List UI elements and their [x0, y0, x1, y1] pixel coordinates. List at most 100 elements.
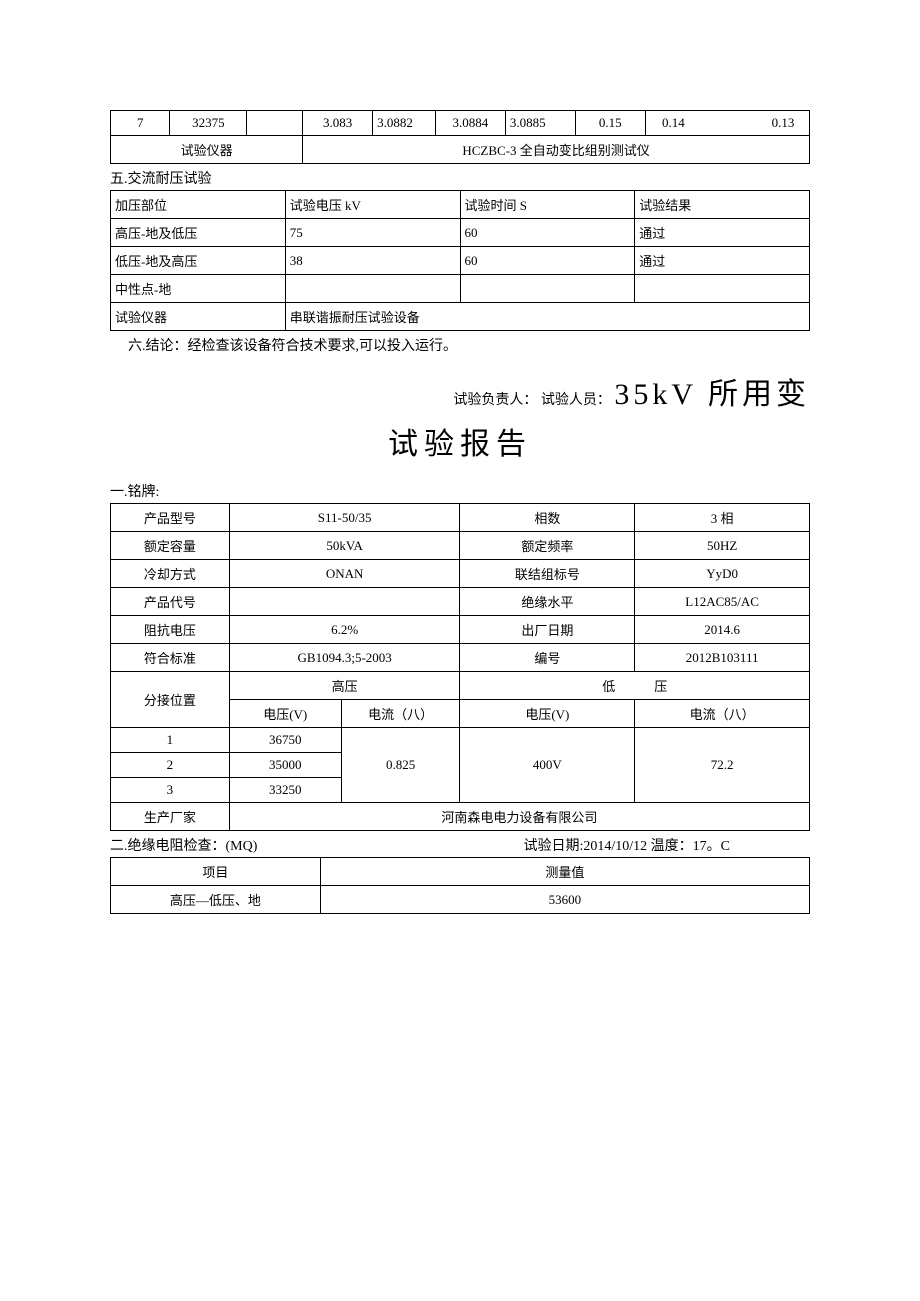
insulation-left: 二.绝缘电阻检查：(MQ) — [110, 835, 257, 855]
hdr: 加压部位 — [111, 191, 286, 219]
withstand-header: 加压部位 试验电压 kV 试验时间 S 试验结果 — [111, 191, 810, 219]
cell: 冷却方式 — [111, 560, 230, 588]
insul-header-row: 项目 测量值 — [111, 858, 810, 886]
cell: 符合标准 — [111, 644, 230, 672]
cell: L12AC85/AC — [635, 588, 810, 616]
np-row-2: 额定容量 50kVA 额定频率 50HZ — [111, 532, 810, 560]
ratio-row-7: 7 32375 3.083 3.0882 3.0884 3.0885 0.15 … — [111, 111, 810, 136]
np-row-5: 阻抗电压 6.2% 出厂日期 2014.6 — [111, 616, 810, 644]
cell: GB1094.3;5-2003 — [229, 644, 460, 672]
mfr-label: 生产厂家 — [111, 803, 230, 831]
hdr: 测量值 — [320, 858, 809, 886]
cell: 出厂日期 — [460, 616, 635, 644]
cell: 3 相 — [635, 504, 810, 532]
cell: 33250 — [229, 778, 341, 803]
withstand-table: 加压部位 试验电压 kV 试验时间 S 试验结果 高压-地及低压 75 60 通… — [110, 190, 810, 331]
report-title-part1: 35kV 所用变 — [614, 378, 810, 411]
cell: 通过 — [635, 219, 810, 247]
report-title-part2: 试验报告 — [110, 419, 810, 463]
np-row-4: 产品代号 绝缘水平 L12AC85/AC — [111, 588, 810, 616]
cell: 60 — [460, 247, 635, 275]
instrument-value: HCZBC-3 全自动变比组别测试仪 — [303, 136, 810, 164]
cell: 2 — [111, 753, 230, 778]
hdr: 试验电压 kV — [285, 191, 460, 219]
instrument-value: 串联谐振耐压试验设备 — [285, 303, 809, 331]
cell: 0.14 — [645, 111, 701, 136]
cell: 阻抗电压 — [111, 616, 230, 644]
section-6-conclusion: 六.结论：经检查该设备符合技术要求,可以投入运行。 — [128, 335, 810, 355]
cell: 32375 — [170, 111, 247, 136]
cell — [635, 275, 810, 303]
mfr-value: 河南森电电力设备有限公司 — [229, 803, 809, 831]
insulation-right: 试验日期:2014/10/12 温度：17。C — [523, 835, 810, 855]
withstand-table-wrap: 加压部位 试验电压 kV 试验时间 S 试验结果 高压-地及低压 75 60 通… — [110, 190, 810, 331]
hv-cur-label: 电流（八） — [341, 700, 460, 728]
ratio-instrument-row: 试验仪器 HCZBC-3 全自动变比组别测试仪 — [111, 136, 810, 164]
cell: 7 — [111, 111, 170, 136]
cell: 2012B103111 — [635, 644, 810, 672]
cell: 高压—低压、地 — [111, 886, 321, 914]
cell: 中性点-地 — [111, 275, 286, 303]
lv-volt-label: 电压(V) — [460, 700, 635, 728]
cell: ONAN — [229, 560, 460, 588]
test-leader-label: 试验负责人： — [453, 393, 537, 408]
instrument-label: 试验仪器 — [111, 136, 303, 164]
cell: 75 — [285, 219, 460, 247]
test-person-label: 试验人员： — [541, 393, 611, 408]
cell: 联结组标号 — [460, 560, 635, 588]
cell — [285, 275, 460, 303]
cell: 编号 — [460, 644, 635, 672]
cell: 38 — [285, 247, 460, 275]
cell: 50HZ — [635, 532, 810, 560]
np-row-3: 冷却方式 ONAN 联结组标号 YyD0 — [111, 560, 810, 588]
lv-current: 72.2 — [635, 728, 810, 803]
cell: 相数 — [460, 504, 635, 532]
cell: 1 — [111, 728, 230, 753]
signature-title-line: 试验负责人： 试验人员： 35kV 所用变 — [110, 369, 810, 413]
insulation-table: 项目 测量值 高压—低压、地 53600 — [110, 857, 810, 914]
np-mfr-row: 生产厂家 河南森电电力设备有限公司 — [111, 803, 810, 831]
insulation-table-wrap: 项目 测量值 高压—低压、地 53600 — [110, 857, 810, 914]
instrument-label: 试验仪器 — [111, 303, 286, 331]
cell: 3.0884 — [435, 111, 505, 136]
withstand-row-2: 低压-地及高压 38 60 通过 — [111, 247, 810, 275]
nameplate-title: 一.铭牌: — [110, 481, 810, 501]
cell — [229, 588, 460, 616]
lv-label: 低 压 — [460, 672, 810, 700]
cell: 2014.6 — [635, 616, 810, 644]
cell: 3 — [111, 778, 230, 803]
nameplate-table: 产品型号 S11-50/35 相数 3 相 额定容量 50kVA 额定频率 50… — [110, 503, 810, 831]
cell: 50kVA — [229, 532, 460, 560]
cell — [701, 111, 757, 136]
cell: 3.083 — [303, 111, 373, 136]
hdr: 试验时间 S — [460, 191, 635, 219]
cell: 高压-地及低压 — [111, 219, 286, 247]
cell: 0.15 — [575, 111, 645, 136]
np-tap-header-1: 分接位置 高压 低 压 — [111, 672, 810, 700]
withstand-row-3: 中性点-地 — [111, 275, 810, 303]
cell: 低压-地及高压 — [111, 247, 286, 275]
withstand-instrument-row: 试验仪器 串联谐振耐压试验设备 — [111, 303, 810, 331]
hdr: 项目 — [111, 858, 321, 886]
hv-label: 高压 — [229, 672, 460, 700]
cell: 3.0882 — [373, 111, 436, 136]
cell: 3.0885 — [505, 111, 575, 136]
cell: 产品型号 — [111, 504, 230, 532]
cell: 53600 — [320, 886, 809, 914]
cell: 36750 — [229, 728, 341, 753]
insulation-header: 二.绝缘电阻检查：(MQ) 试验日期:2014/10/12 温度：17。C — [110, 835, 810, 855]
cell: YyD0 — [635, 560, 810, 588]
ratio-table-fragment: 7 32375 3.083 3.0882 3.0884 3.0885 0.15 … — [110, 110, 810, 164]
cell: S11-50/35 — [229, 504, 460, 532]
nameplate-table-wrap: 产品型号 S11-50/35 相数 3 相 额定容量 50kVA 额定频率 50… — [110, 503, 810, 831]
cell: 0.13 — [757, 111, 810, 136]
section-5-title: 五.交流耐压试验 — [110, 168, 810, 188]
np-row-6: 符合标准 GB1094.3;5-2003 编号 2012B103111 — [111, 644, 810, 672]
cell — [247, 111, 303, 136]
hdr: 试验结果 — [635, 191, 810, 219]
hv-volt-label: 电压(V) — [229, 700, 341, 728]
tap-label: 分接位置 — [111, 672, 230, 728]
cell: 产品代号 — [111, 588, 230, 616]
hv-current: 0.825 — [341, 728, 460, 803]
insul-row-1: 高压—低压、地 53600 — [111, 886, 810, 914]
